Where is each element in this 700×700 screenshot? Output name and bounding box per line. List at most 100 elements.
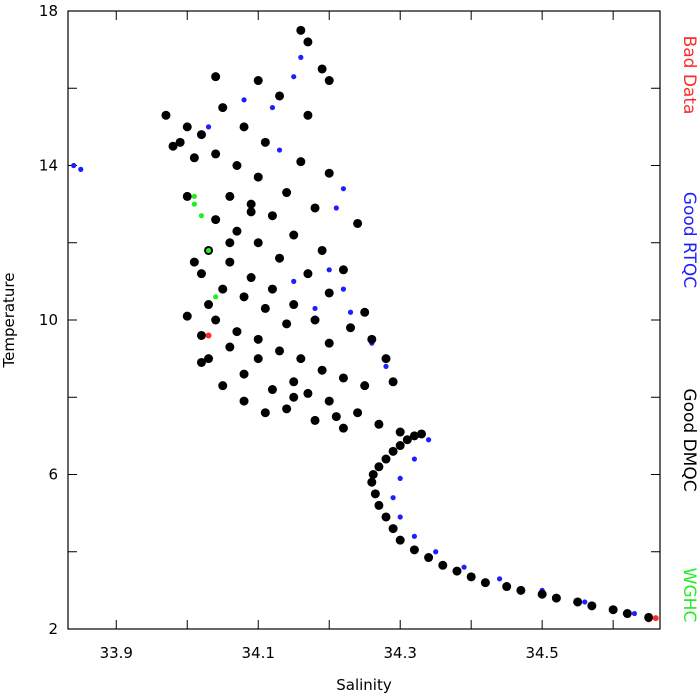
- x-tick-label: 34.1: [242, 644, 275, 662]
- point: [204, 300, 214, 310]
- point: [388, 446, 398, 456]
- point: [267, 284, 277, 294]
- point: [402, 435, 412, 445]
- point: [205, 332, 212, 339]
- point: [516, 585, 526, 595]
- point: [368, 470, 378, 479]
- point: [338, 265, 348, 275]
- point: [296, 354, 306, 364]
- point: [424, 553, 434, 563]
- point: [395, 427, 405, 437]
- point: [213, 294, 219, 300]
- point: [239, 292, 249, 302]
- point: [374, 500, 384, 510]
- point: [253, 334, 263, 344]
- point: [367, 334, 377, 344]
- point: [381, 512, 391, 522]
- point: [225, 238, 235, 248]
- point: [324, 76, 334, 86]
- point: [409, 545, 419, 555]
- point: [381, 454, 391, 464]
- point: [296, 157, 306, 167]
- x-tick-label: 34.3: [383, 644, 416, 662]
- point: [267, 385, 277, 395]
- point: [175, 137, 185, 147]
- legend-entry: Good DMQC: [679, 388, 699, 491]
- point: [269, 104, 276, 111]
- point: [338, 373, 348, 383]
- y-tick-label: 2: [48, 620, 58, 638]
- point: [225, 257, 235, 267]
- point: [397, 514, 403, 520]
- point: [205, 124, 212, 130]
- point: [253, 172, 263, 182]
- point: [168, 141, 178, 151]
- point: [370, 489, 380, 499]
- point: [275, 91, 285, 101]
- point: [291, 74, 297, 80]
- point: [411, 456, 417, 462]
- point: [340, 186, 347, 192]
- point: [310, 315, 320, 325]
- point: [289, 230, 299, 240]
- point: [182, 191, 192, 201]
- point: [338, 423, 348, 433]
- point: [324, 168, 334, 178]
- point: [196, 130, 206, 140]
- point: [622, 609, 632, 619]
- point: [198, 213, 205, 219]
- point: [608, 605, 618, 615]
- point: [225, 191, 235, 201]
- point: [346, 323, 356, 333]
- point: [652, 615, 659, 622]
- point: [218, 103, 228, 113]
- point: [204, 354, 214, 364]
- point: [191, 201, 197, 207]
- point: [298, 54, 304, 60]
- point: [374, 462, 384, 472]
- point: [78, 166, 84, 172]
- legend-entry: WGHC: [679, 568, 699, 623]
- point: [374, 419, 384, 429]
- point: [211, 149, 221, 159]
- plot-frame: [67, 10, 661, 630]
- point: [196, 330, 206, 340]
- point: [232, 327, 242, 337]
- point: [71, 162, 77, 169]
- point: [260, 303, 270, 313]
- point: [353, 408, 363, 418]
- point: [303, 110, 313, 120]
- point: [425, 437, 432, 443]
- point: [225, 342, 235, 352]
- point: [340, 286, 347, 292]
- point: [324, 396, 334, 406]
- point: [196, 357, 206, 367]
- point: [452, 566, 462, 576]
- point: [239, 122, 249, 132]
- point: [312, 305, 318, 312]
- point: [289, 377, 299, 387]
- point: [390, 495, 396, 501]
- point: [587, 601, 597, 611]
- point: [289, 300, 299, 310]
- point: [282, 319, 292, 329]
- point: [383, 363, 389, 369]
- point: [331, 412, 341, 422]
- point: [466, 572, 476, 582]
- point: [397, 475, 403, 481]
- point: [461, 564, 467, 570]
- x-axis-label: Salinity: [336, 676, 392, 694]
- point: [502, 582, 512, 592]
- point: [161, 110, 171, 120]
- point: [395, 535, 405, 545]
- point: [246, 273, 256, 283]
- point: [551, 593, 561, 603]
- point: [296, 25, 306, 35]
- point: [218, 381, 228, 391]
- point: [246, 199, 256, 209]
- point: [211, 72, 221, 82]
- point: [260, 137, 270, 147]
- point: [324, 288, 334, 298]
- y-tick-label: 14: [39, 157, 58, 175]
